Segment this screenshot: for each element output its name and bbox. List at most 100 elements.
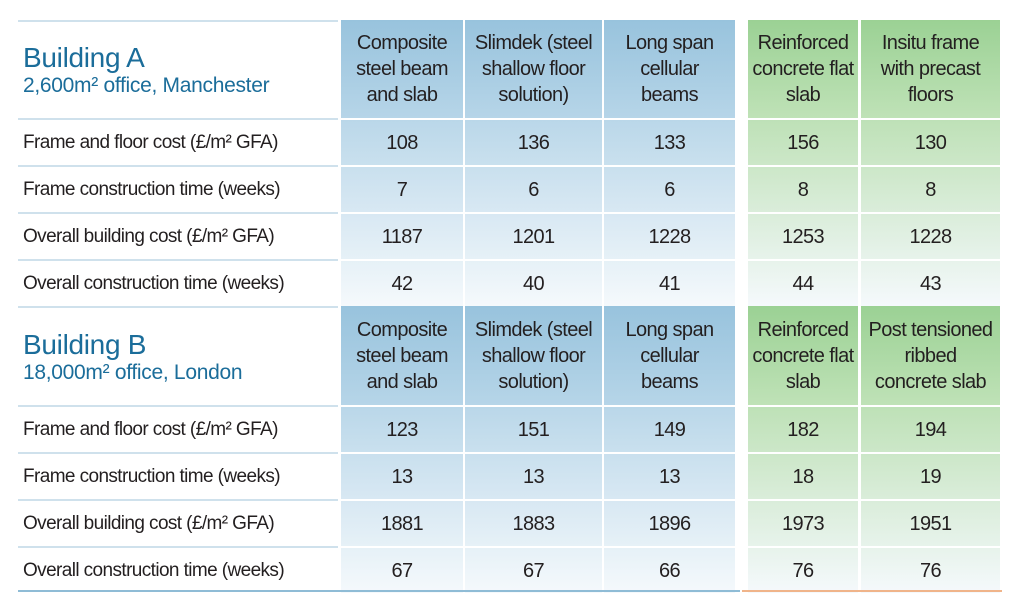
building-title: Building B: [23, 328, 147, 360]
bottom-rule-concrete: [742, 590, 1002, 592]
table-cell: 1228: [604, 214, 735, 259]
table-cell: 1973: [748, 501, 858, 546]
column-header-line: and slab: [366, 370, 438, 393]
column-header-line: solution): [498, 84, 569, 106]
building-subtitle: 2,600m² office, Manchester: [23, 74, 270, 97]
column-header-line: Slimdek (steel: [474, 318, 593, 341]
table-cell: 1896: [604, 501, 735, 546]
column-header-line: concrete flat: [752, 58, 854, 80]
row-label: Frame and floor cost (£/m² GFA): [18, 118, 338, 165]
table-cell: 13: [465, 454, 602, 499]
column-header-line: shallow floor: [481, 58, 586, 80]
table-cell: 1253: [748, 214, 858, 259]
column-header-line: Long span: [625, 32, 714, 54]
section-heading: Building A 2,600m² office, Manchester: [18, 20, 338, 118]
column-header-line: steel beam: [356, 344, 448, 367]
column-header-line: shallow floor: [481, 344, 586, 367]
column-header-line: floors: [907, 84, 954, 106]
column-header-line: slab: [785, 370, 821, 393]
column-header: Insitu frame with precast floors: [861, 20, 1000, 118]
bottom-rule-steel: [18, 590, 740, 592]
building-title: Building A: [23, 42, 145, 73]
table-row: Frame and floor cost (£/m² GFA) 108 136 133…: [18, 118, 1002, 165]
column-header: Composite steel beam and slab: [341, 306, 463, 405]
table-row: Overall building cost (£/m² GFA) 1881 1883…: [18, 499, 1002, 546]
header-row: Building A 2,600m² office, Manchester Comp…: [18, 20, 1002, 118]
table-cell: 66: [604, 548, 735, 593]
table-cell: 151: [465, 407, 602, 452]
row-label: Overall building cost (£/m² GFA): [18, 499, 338, 546]
row-label: Frame construction time (weeks): [18, 165, 338, 212]
row-label: Frame construction time (weeks): [18, 452, 338, 499]
column-header: Long span cellular beams: [604, 20, 735, 118]
row-label: Overall construction time (weeks): [18, 259, 338, 306]
section-heading: Building B 18,000m² office, London: [18, 306, 338, 405]
table-cell: 156: [748, 120, 858, 165]
column-header-line: ribbed: [904, 344, 958, 367]
column-header-line: cellular: [640, 58, 699, 80]
building-subtitle: 18,000m² office, London: [23, 360, 243, 384]
table-cell: 123: [341, 407, 463, 452]
table-cell: 76: [861, 548, 1000, 593]
table-cell: 44: [748, 261, 858, 306]
table-cell: 13: [604, 454, 735, 499]
table-cell: 43: [861, 261, 1000, 306]
table-cell: 67: [465, 548, 602, 593]
table-cell: 40: [465, 261, 602, 306]
table-cell: 13: [341, 454, 463, 499]
column-header-line: Reinforced: [757, 318, 849, 341]
column-header-line: cellular: [640, 344, 699, 367]
table-cell: 1228: [861, 214, 1000, 259]
table-row: Frame construction time (weeks) 7 6 6 8 8: [18, 165, 1002, 212]
column-header-line: beams: [640, 84, 699, 106]
column-header-line: steel beam: [356, 58, 448, 80]
table-cell: 1883: [465, 501, 602, 546]
table-cell: 136: [465, 120, 602, 165]
column-header-line: slab: [785, 84, 821, 106]
table-cell: 76: [748, 548, 858, 593]
table-cell: 182: [748, 407, 858, 452]
column-header: Reinforced concrete flat slab: [748, 20, 858, 118]
table-cell: 8: [748, 167, 858, 212]
column-header: Long span cellular beams: [604, 306, 735, 405]
table-cell: 130: [861, 120, 1000, 165]
table-cell: 1187: [341, 214, 463, 259]
table-row: Overall building cost (£/m² GFA) 1187 1201…: [18, 212, 1002, 259]
table-row: Overall construction time (weeks) 67 67 66 7…: [18, 546, 1002, 593]
column-header-line: beams: [640, 370, 699, 393]
row-label: Overall building cost (£/m² GFA): [18, 212, 338, 259]
column-header-line: Long span: [625, 318, 714, 341]
column-header-line: Reinforced: [757, 32, 849, 54]
table-cell: 6: [465, 167, 602, 212]
table-cell: 133: [604, 120, 735, 165]
table-cell: 1201: [465, 214, 602, 259]
column-header-line: and slab: [366, 84, 438, 106]
table-row: Overall construction time (weeks) 42 40 41 4…: [18, 259, 1002, 306]
table-cell: 108: [341, 120, 463, 165]
column-header-line: with precast: [880, 58, 981, 80]
table-cell: 19: [861, 454, 1000, 499]
column-header-line: Composite: [356, 318, 448, 341]
column-header: Slimdek (steel shallow floor solution): [465, 20, 602, 118]
header-row: Building B 18,000m² office, London Composi…: [18, 306, 1002, 405]
table-cell: 42: [341, 261, 463, 306]
column-header-line: Composite: [356, 32, 448, 54]
column-header-line: Slimdek (steel: [474, 32, 593, 54]
column-header: Composite steel beam and slab: [341, 20, 463, 118]
column-header-line: concrete flat: [752, 344, 854, 367]
table-cell: 6: [604, 167, 735, 212]
table-cell: 149: [604, 407, 735, 452]
column-header-line: Insitu frame: [881, 32, 980, 54]
column-header: Reinforced concrete flat slab: [748, 306, 858, 405]
table-cell: 67: [341, 548, 463, 593]
table-cell: 1951: [861, 501, 1000, 546]
table-cell: 18: [748, 454, 858, 499]
row-label: Frame and floor cost (£/m² GFA): [18, 405, 338, 452]
column-header-line: Post tensioned: [868, 318, 994, 341]
table-cell: 41: [604, 261, 735, 306]
table-cell: 1881: [341, 501, 463, 546]
table-cell: 194: [861, 407, 1000, 452]
column-header: Slimdek (steel shallow floor solution): [465, 306, 602, 405]
table-cell: 7: [341, 167, 463, 212]
table-row: Frame and floor cost (£/m² GFA) 123 151 149…: [18, 405, 1002, 452]
